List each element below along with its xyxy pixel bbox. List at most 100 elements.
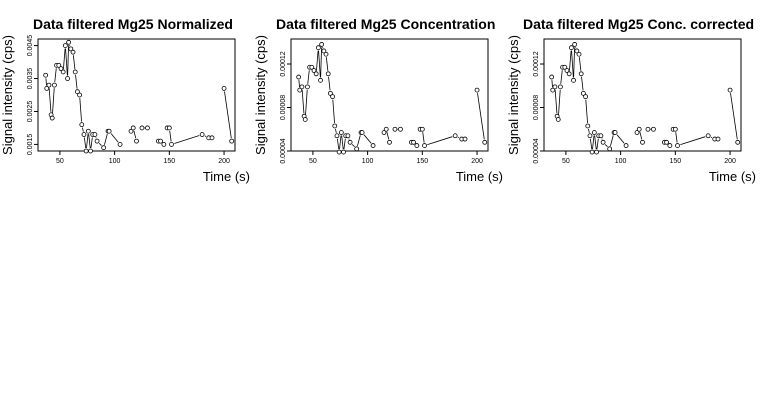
data-point xyxy=(636,126,642,132)
data-point xyxy=(128,128,134,134)
data-point xyxy=(44,86,50,91)
y-tick-label: 0.00008 xyxy=(280,95,287,120)
data-point xyxy=(727,87,733,93)
data-point xyxy=(221,86,227,91)
series-segment xyxy=(610,135,614,147)
data-point xyxy=(585,123,591,129)
series-segment xyxy=(585,99,588,124)
series-segment xyxy=(307,70,310,84)
data-point xyxy=(589,149,595,155)
series-segment xyxy=(104,134,108,145)
chart-title: Data filtered Mg25 Normalized xyxy=(33,16,233,32)
data-point xyxy=(600,139,606,145)
data-point xyxy=(735,139,741,145)
series-segment xyxy=(169,130,172,142)
data-point xyxy=(634,130,640,135)
series-segment xyxy=(351,144,355,147)
data-point xyxy=(60,69,66,75)
data-point xyxy=(572,42,578,47)
data-point xyxy=(46,82,52,88)
data-point xyxy=(323,51,329,57)
series-segment xyxy=(357,135,361,147)
data-point xyxy=(705,133,711,139)
series-segment xyxy=(72,55,76,70)
data-point xyxy=(85,128,91,134)
series-segment xyxy=(639,132,643,140)
y-tick-label: 0.00012 xyxy=(280,51,287,76)
data-point xyxy=(72,69,78,75)
data-point xyxy=(587,133,593,139)
series-segment xyxy=(298,80,300,88)
x-tick-label: 50 xyxy=(562,158,570,165)
series-segment xyxy=(596,138,599,150)
data-point xyxy=(578,71,584,77)
series-segment xyxy=(616,134,625,144)
x-axis-label: Time (s) xyxy=(203,169,250,184)
data-point xyxy=(359,130,365,135)
series-segment xyxy=(48,88,52,112)
series-segment xyxy=(65,48,68,76)
data-point xyxy=(166,125,172,131)
data-point xyxy=(83,148,89,154)
data-point xyxy=(296,74,302,80)
data-point xyxy=(398,126,403,132)
series-segment xyxy=(675,132,678,143)
series-segment xyxy=(110,133,119,143)
data-point xyxy=(452,133,458,139)
data-point xyxy=(52,82,57,88)
data-point xyxy=(571,77,576,83)
data-point xyxy=(564,68,570,73)
series-segment xyxy=(79,97,82,122)
data-point xyxy=(576,51,582,57)
series-segment xyxy=(594,135,597,150)
data-point xyxy=(311,68,317,73)
data-point xyxy=(583,94,588,100)
series-segment xyxy=(386,132,390,140)
series-segment xyxy=(422,132,425,143)
data-point xyxy=(92,132,98,137)
series-segment xyxy=(320,47,322,78)
data-point xyxy=(117,142,123,147)
y-tick-label: 0.0045 xyxy=(27,35,34,57)
y-tick-label: 0.00008 xyxy=(533,95,540,120)
data-point xyxy=(309,64,315,70)
series-segment xyxy=(301,89,305,114)
series-segment xyxy=(332,99,335,124)
data-point xyxy=(383,126,389,132)
data-point xyxy=(640,139,645,145)
data-point xyxy=(482,139,488,145)
data-point xyxy=(354,146,360,152)
data-point xyxy=(347,139,353,145)
data-point xyxy=(81,132,87,137)
data-point xyxy=(419,126,425,132)
x-axis-label: Time (s) xyxy=(456,169,503,184)
data-point xyxy=(414,143,420,148)
data-point xyxy=(594,149,599,155)
data-point xyxy=(566,71,572,77)
x-tick-label: 100 xyxy=(362,158,374,165)
data-point xyxy=(623,143,629,148)
plot-frame xyxy=(37,38,236,152)
series-segment xyxy=(54,68,57,83)
series-segment xyxy=(680,136,706,146)
data-point xyxy=(411,139,416,145)
data-point xyxy=(581,90,586,96)
data-point xyxy=(667,143,673,148)
data-point xyxy=(318,77,323,83)
data-point xyxy=(336,149,342,155)
data-point xyxy=(552,84,558,90)
series-segment xyxy=(477,93,485,140)
data-point xyxy=(66,39,72,45)
data-point xyxy=(305,84,310,90)
data-point xyxy=(387,139,392,145)
data-point xyxy=(330,94,335,100)
series-segment xyxy=(343,138,346,150)
data-point xyxy=(297,87,303,93)
y-tick-label: 0.00004 xyxy=(280,138,287,163)
series-segment xyxy=(86,134,89,149)
series-segment xyxy=(710,136,713,139)
plot-area: 50 100 150 200 0.00004 0.00008 0.00012 xyxy=(533,38,742,165)
y-tick-label: 0.0025 xyxy=(27,101,34,123)
data-point xyxy=(550,87,556,93)
data-point xyxy=(43,72,49,78)
